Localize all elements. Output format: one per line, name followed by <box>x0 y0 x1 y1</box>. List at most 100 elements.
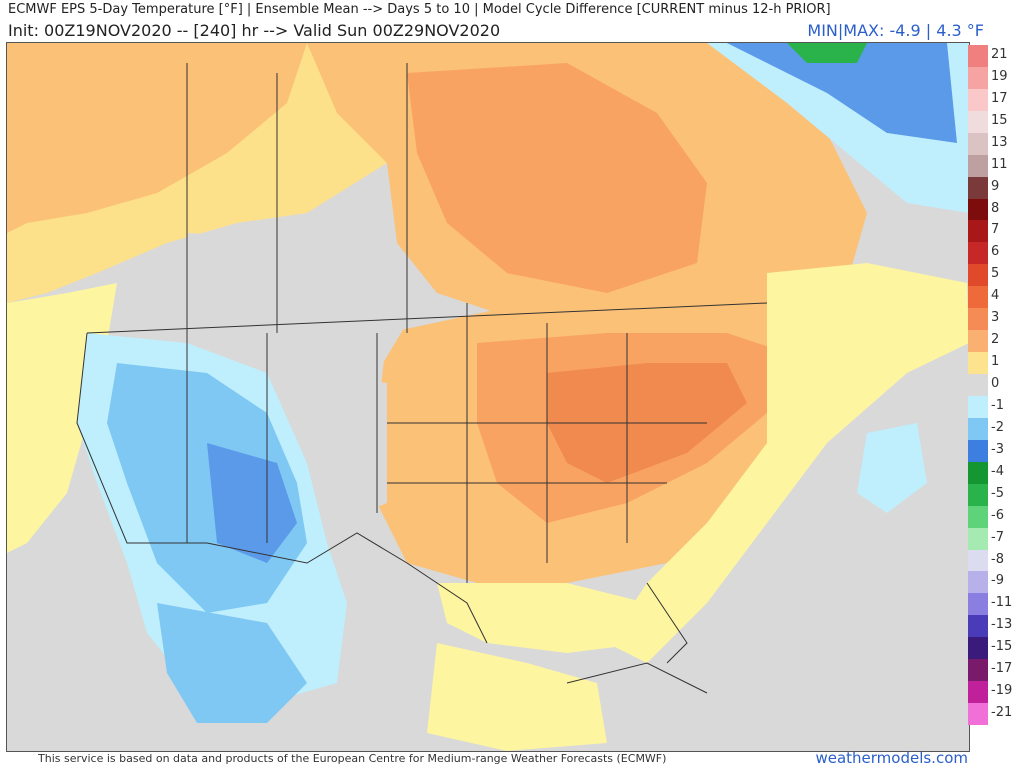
legend-swatch <box>968 308 988 331</box>
legend-entry: 19 <box>968 66 1020 89</box>
legend-label: 13 <box>991 134 1008 150</box>
warm-region-canada-west <box>7 43 307 233</box>
legend-entry: 15 <box>968 110 1020 133</box>
legend-label: 0 <box>991 376 1000 392</box>
min-max-readout: MIN|MAX: -4.9 | 4.3 °F <box>807 21 984 40</box>
legend-entry: -6 <box>968 505 1020 528</box>
legend-entry: 6 <box>968 242 1020 265</box>
legend-label: 7 <box>991 222 1000 238</box>
legend-entry: 17 <box>968 88 1020 111</box>
legend-label: -21 <box>991 705 1013 721</box>
brand-link[interactable]: weathermodels.com <box>815 749 968 767</box>
legend-swatch <box>968 66 988 89</box>
legend-entry: 1 <box>968 352 1020 375</box>
legend-entry: -8 <box>968 549 1020 572</box>
legend-label: -11 <box>991 595 1013 611</box>
legend-entry: -21 <box>968 703 1020 725</box>
legend-entry: 3 <box>968 308 1020 331</box>
legend-swatch <box>968 352 988 375</box>
legend-swatch <box>968 286 988 309</box>
legend-swatch <box>968 154 988 177</box>
legend-label: -3 <box>991 441 1004 457</box>
init-valid-subtitle: Init: 00Z19NOV2020 -- [240] hr --> Valid… <box>8 21 501 40</box>
us-mexico-border <box>76 332 488 644</box>
cool-blob-atlantic <box>857 423 927 513</box>
legend-entry: 4 <box>968 286 1020 309</box>
legend-entry: 2 <box>968 330 1020 353</box>
political-borders <box>76 63 768 694</box>
legend-swatch <box>968 220 988 243</box>
legend-label: 1 <box>991 354 1000 370</box>
warm-region-gulf <box>437 583 647 653</box>
cool-region-labrador-sea <box>727 43 957 143</box>
legend-label: 8 <box>991 200 1000 216</box>
legend-swatch <box>968 505 988 528</box>
legend-swatch <box>968 483 988 506</box>
legend-label: -13 <box>991 617 1013 633</box>
legend-entry: -15 <box>968 637 1020 660</box>
neutral-region-rockies <box>187 233 407 373</box>
legend-label: -19 <box>991 683 1013 699</box>
legend-label: -2 <box>991 419 1004 435</box>
legend-swatch <box>968 527 988 550</box>
legend-label: 9 <box>991 178 1000 194</box>
warm-region-central-america <box>427 643 607 751</box>
legend-entry: 0 <box>968 374 1020 396</box>
legend-entry: 5 <box>968 264 1020 287</box>
legend-entry: -9 <box>968 571 1020 594</box>
map-canvas <box>7 43 969 751</box>
legend-swatch <box>968 637 988 660</box>
legend-entry: 13 <box>968 132 1020 155</box>
cuba-outline <box>566 662 708 694</box>
legend-label: 11 <box>991 156 1008 172</box>
legend-label: -4 <box>991 463 1004 479</box>
legend-swatch <box>968 615 988 638</box>
florida-coast <box>646 582 688 664</box>
legend-label: 15 <box>991 112 1008 128</box>
neutral-region-southern-rockies <box>307 373 387 523</box>
legend-swatch <box>968 461 988 484</box>
legend-label: 21 <box>991 47 1008 62</box>
legend-label: 5 <box>991 266 1000 282</box>
legend-label: -17 <box>991 661 1013 677</box>
legend-entry: -13 <box>968 615 1020 638</box>
legend-entry: 9 <box>968 176 1020 199</box>
legend-swatch <box>968 198 988 221</box>
ecmwf-disclaimer: This service is based on data and produc… <box>38 752 667 765</box>
legend-swatch <box>968 88 988 111</box>
cool-region-pacific-plume <box>157 603 307 723</box>
legend-entry: -2 <box>968 417 1020 440</box>
legend-entry: -7 <box>968 527 1020 550</box>
legend-swatch <box>968 132 988 155</box>
legend-entry: 7 <box>968 220 1020 243</box>
legend-swatch <box>968 571 988 594</box>
legend-swatch <box>968 659 988 682</box>
legend-label: 6 <box>991 244 1000 260</box>
legend-label: -6 <box>991 507 1004 523</box>
cool-core-arizona <box>207 443 297 563</box>
legend-swatch <box>968 374 988 396</box>
legend-swatch <box>968 681 988 704</box>
legend-entry: -5 <box>968 483 1020 506</box>
legend-swatch <box>968 593 988 616</box>
legend-swatch <box>968 417 988 440</box>
legend-swatch <box>968 176 988 199</box>
legend-swatch <box>968 264 988 287</box>
legend-label: 17 <box>991 90 1008 106</box>
cool-core-greenland <box>787 43 867 63</box>
legend-swatch <box>968 395 988 418</box>
legend-entry: 21 <box>968 45 1020 67</box>
legend-label: 19 <box>991 68 1008 84</box>
legend-entry: -1 <box>968 395 1020 418</box>
chart-title: ECMWF EPS 5-Day Temperature [°F] | Ensem… <box>8 2 831 17</box>
legend-label: -8 <box>991 551 1004 567</box>
warm-region-hudson <box>407 63 707 293</box>
legend-entry: 11 <box>968 154 1020 177</box>
legend-swatch <box>968 439 988 462</box>
legend-swatch <box>968 330 988 353</box>
legend-label: 2 <box>991 332 1000 348</box>
legend-label: -5 <box>991 485 1004 501</box>
legend-entry: -19 <box>968 681 1020 704</box>
legend-swatch <box>968 549 988 572</box>
legend-label: -9 <box>991 573 1004 589</box>
